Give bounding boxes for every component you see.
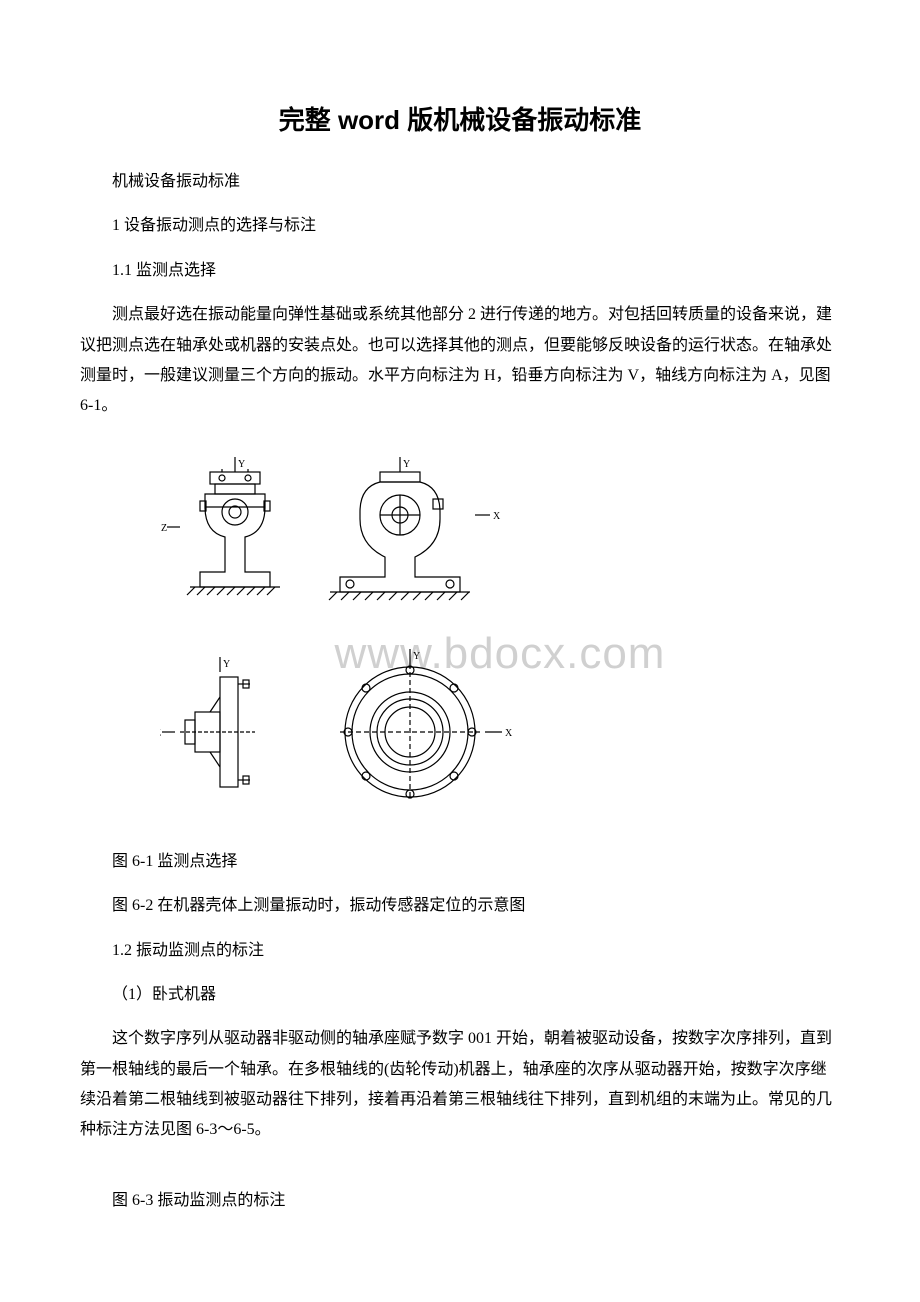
- svg-text:Z: Z: [161, 523, 167, 534]
- figure-caption-3: 图 6-3 振动监测点的标注: [80, 1186, 840, 1216]
- intro-text: 机械设备振动标准: [80, 167, 840, 197]
- svg-text:Z: Z: [160, 728, 161, 739]
- paragraph-2: 这个数字序列从驱动器非驱动侧的轴承座赋予数字 001 开始，朝着被驱动设备，按数…: [80, 1024, 840, 1146]
- paragraph-1: 测点最好选在振动能量向弹性基础或系统其他部分 2 进行传递的地方。对包括回转质量…: [80, 300, 840, 422]
- figure-caption-1: 图 6-1 监测点选择: [80, 847, 840, 877]
- section-1-heading: 1 设备振动测点的选择与标注: [80, 211, 840, 241]
- figure-6-1: www.bdocx.com Y Z: [160, 452, 840, 817]
- svg-text:Y: Y: [223, 659, 230, 670]
- svg-text:Y: Y: [403, 459, 410, 470]
- svg-text:Y: Y: [238, 459, 245, 470]
- figure-svg: Y Z: [160, 452, 530, 812]
- svg-text:Y: Y: [413, 651, 420, 662]
- svg-text:X: X: [505, 728, 513, 739]
- svg-text:X: X: [493, 511, 501, 522]
- section-1-1-heading: 1.1 监测点选择: [80, 256, 840, 286]
- item-1: （1）卧式机器: [80, 980, 840, 1010]
- page-title: 完整 word 版机械设备振动标准: [80, 100, 840, 137]
- section-1-2-heading: 1.2 振动监测点的标注: [80, 936, 840, 966]
- figure-caption-2: 图 6-2 在机器壳体上测量振动时，振动传感器定位的示意图: [80, 891, 840, 921]
